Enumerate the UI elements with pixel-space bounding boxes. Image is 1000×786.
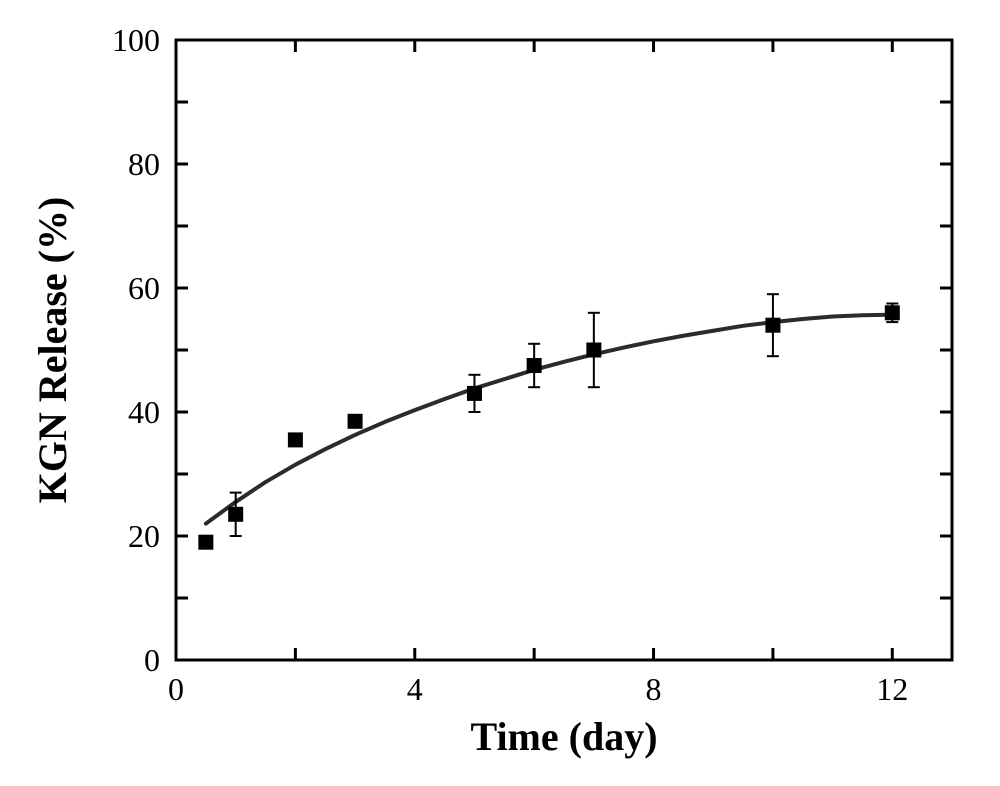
y-tick-label: 100 [112, 22, 160, 58]
data-point [348, 414, 363, 429]
y-tick-label: 40 [128, 394, 160, 430]
release-chart: 0 4 8 12 0 20 40 60 80 100 Time (day) KGN Release (… [0, 0, 1000, 786]
y-tick-label: 20 [128, 518, 160, 554]
y-axis-title: KGN Release (%) [30, 197, 75, 504]
y-tick-label: 0 [144, 642, 160, 678]
x-tick-label: 0 [168, 671, 184, 707]
data-point [885, 305, 900, 320]
x-tick-label: 8 [646, 671, 662, 707]
x-tick-label: 4 [407, 671, 423, 707]
x-axis-title: Time (day) [470, 714, 657, 759]
data-point [288, 432, 303, 447]
chart-svg: 0 4 8 12 0 20 40 60 80 100 Time (day) KGN Release (… [0, 0, 1000, 786]
data-point [228, 507, 243, 522]
data-point [527, 358, 542, 373]
data-point [467, 386, 482, 401]
y-tick-label: 80 [128, 146, 160, 182]
data-point [765, 318, 780, 333]
data-point [198, 535, 213, 550]
data-point [586, 343, 601, 358]
y-tick-label: 60 [128, 270, 160, 306]
x-tick-label: 12 [876, 671, 908, 707]
